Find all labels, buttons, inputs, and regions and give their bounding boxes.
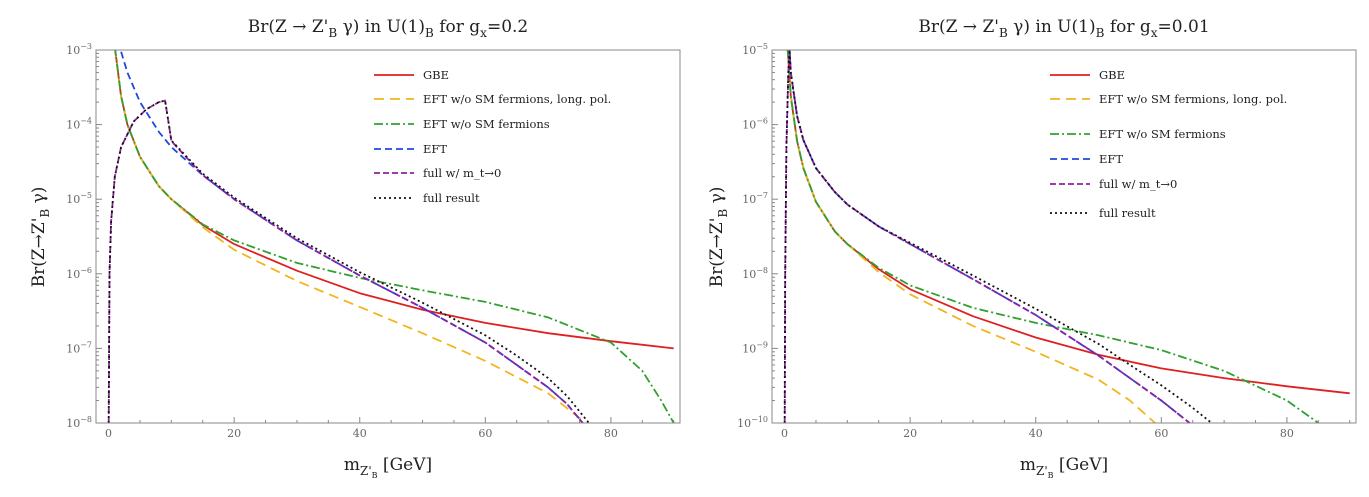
ylabel-part: Br(Z→Z' <box>29 218 49 288</box>
title-part: for g <box>434 17 480 37</box>
series-line <box>788 50 1191 423</box>
chart-panel-left: Br(Z → Z'B γ) in U(1)B for gx=0.2 Br(Z→Z… <box>29 17 681 480</box>
legend-label: EFT <box>1099 152 1123 166</box>
x-tick-label: 60 <box>478 427 492 440</box>
xlabel-subsub: B <box>372 471 378 480</box>
legend-entry: GBE <box>1050 68 1125 82</box>
x-axis-label: mZ'B [GeV] <box>1020 455 1108 480</box>
x-tick-label: 60 <box>1154 427 1168 440</box>
legend-label: full w/ m_t→0 <box>423 166 501 180</box>
y-axis-label: Br(Z→Z'B γ) <box>707 187 730 288</box>
title-part: Br(Z → Z' <box>248 17 329 37</box>
legend-entry: EFT w/o SM fermions, long. pol. <box>374 92 611 106</box>
title-sub: x <box>480 26 487 40</box>
xlabel-part: [GeV] <box>1054 455 1109 475</box>
y-tick-label: 10−7 <box>742 191 768 206</box>
xlabel-part: m <box>344 455 360 475</box>
legend-entry: GBE <box>374 68 449 82</box>
legend-entry: EFT w/o SM fermions, long. pol. <box>1050 92 1287 106</box>
axis-ticks: 0 20 40 60 80 10−10 10−9 10−8 10−7 10−6 10−5 <box>737 42 1351 440</box>
legend-label: EFT w/o SM fermions <box>423 117 550 131</box>
title-sub: x <box>1151 26 1158 40</box>
x-tick-label: 40 <box>1029 427 1043 440</box>
title-part: =0.2 <box>487 17 528 37</box>
y-axis-label: Br(Z→Z'B γ) <box>29 187 52 288</box>
y-tick-label: 10−3 <box>66 42 92 57</box>
ylabel-part: Br(Z→Z' <box>707 218 727 288</box>
series-line <box>786 50 1156 423</box>
x-tick-label: 40 <box>353 427 367 440</box>
y-tick-label: 10−8 <box>66 415 92 430</box>
chart-title: Br(Z → Z'B γ) in U(1)B for gx=0.2 <box>248 17 528 40</box>
ylabel-sub: B <box>716 209 730 218</box>
xlabel-sub: Z' <box>1036 464 1048 478</box>
y-tick-label: 10−10 <box>737 415 768 430</box>
title-part: for g <box>1104 17 1150 37</box>
x-tick-label: 20 <box>903 427 917 440</box>
legend-entry: EFT w/o SM fermions <box>1050 127 1226 141</box>
legend-label: EFT <box>423 142 447 156</box>
title-sub: B <box>425 26 434 40</box>
legend: GBE EFT w/o SM fermions, long. pol. EFT … <box>1050 68 1287 220</box>
y-tick-label: 10−6 <box>742 117 768 132</box>
legend-label: full w/ m_t→0 <box>1099 177 1177 191</box>
y-tick-label: 10−9 <box>742 340 768 355</box>
y-tick-label: 10−7 <box>66 340 92 355</box>
legend-entry: EFT w/o SM fermions <box>374 117 550 131</box>
legend-entry: full result <box>374 191 480 205</box>
x-tick-label: 0 <box>105 427 112 440</box>
x-axis-label: mZ'B [GeV] <box>344 455 432 480</box>
plot-frame <box>771 49 1357 424</box>
legend-label: full result <box>423 191 480 205</box>
xlabel-part: [GeV] <box>378 455 433 475</box>
x-tick-label: 80 <box>604 427 618 440</box>
chart-title: Br(Z → Z'B γ) in U(1)B for gx=0.01 <box>918 17 1209 40</box>
plot-frame <box>95 49 681 424</box>
legend-label: EFT w/o SM fermions <box>1099 127 1226 141</box>
title-sub: B <box>999 26 1008 40</box>
x-tick-label: 20 <box>227 427 241 440</box>
series-line <box>786 50 1319 423</box>
xlabel-subsub: B <box>1048 471 1054 480</box>
series-line <box>114 50 675 423</box>
title-part: γ) in U(1) <box>337 17 425 37</box>
title-part: =0.01 <box>1158 17 1210 37</box>
legend-entry: EFT <box>374 142 447 156</box>
series-line <box>107 99 590 423</box>
legend-entry: full result <box>1050 206 1156 220</box>
y-tick-label: 10−8 <box>742 266 768 281</box>
series-line <box>107 99 584 423</box>
title-sub: B <box>1096 26 1105 40</box>
x-tick-label: 80 <box>1280 427 1294 440</box>
title-part: Br(Z → Z' <box>918 17 999 37</box>
legend-label: EFT w/o SM fermions, long. pol. <box>423 92 611 106</box>
series-group <box>107 50 675 423</box>
series-line <box>120 51 584 423</box>
legend: GBE EFT w/o SM fermions, long. pol. EFT … <box>374 68 611 205</box>
legend-entry: full w/ m_t→0 <box>1050 177 1177 191</box>
y-tick-label: 10−5 <box>742 42 768 57</box>
x-tick-label: 0 <box>781 427 788 440</box>
legend-entry: full w/ m_t→0 <box>374 166 501 180</box>
legend-entry: EFT <box>1050 152 1123 166</box>
xlabel-sub: Z' <box>360 464 372 478</box>
y-tick-label: 10−4 <box>66 117 92 132</box>
ylabel-part: γ) <box>29 187 49 209</box>
xlabel-part: m <box>1020 455 1036 475</box>
chart-panel-right: Br(Z → Z'B γ) in U(1)B for gx=0.01 Br(Z→… <box>707 17 1357 480</box>
y-tick-label: 10−5 <box>66 191 92 206</box>
ylabel-sub: B <box>38 209 52 218</box>
ylabel-part: γ) <box>707 187 727 209</box>
legend-label: GBE <box>1099 68 1125 82</box>
legend-label: EFT w/o SM fermions, long. pol. <box>1099 92 1287 106</box>
legend-label: GBE <box>423 68 449 82</box>
series-group <box>783 50 1350 423</box>
title-sub: B <box>328 26 337 40</box>
title-part: γ) in U(1) <box>1008 17 1096 37</box>
legend-label: full result <box>1099 206 1156 220</box>
y-tick-label: 10−6 <box>66 266 92 281</box>
